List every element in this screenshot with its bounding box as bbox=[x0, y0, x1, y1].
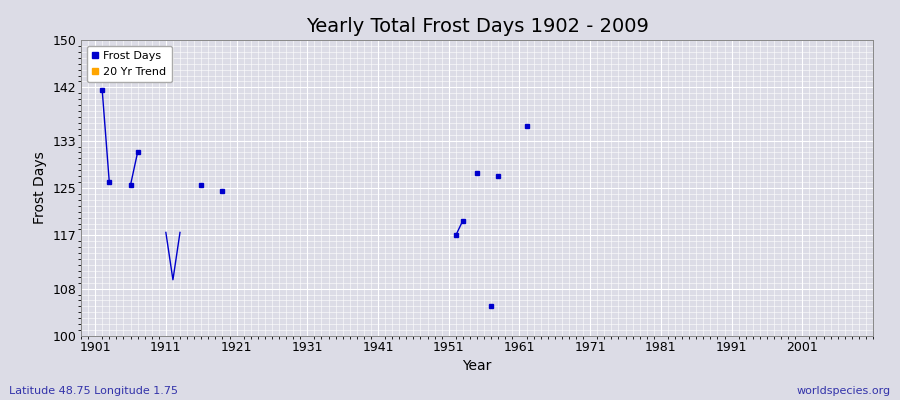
Y-axis label: Frost Days: Frost Days bbox=[32, 152, 47, 224]
Legend: Frost Days, 20 Yr Trend: Frost Days, 20 Yr Trend bbox=[86, 46, 172, 82]
Text: Latitude 48.75 Longitude 1.75: Latitude 48.75 Longitude 1.75 bbox=[9, 386, 178, 396]
X-axis label: Year: Year bbox=[463, 360, 491, 374]
Title: Yearly Total Frost Days 1902 - 2009: Yearly Total Frost Days 1902 - 2009 bbox=[306, 17, 648, 36]
Text: worldspecies.org: worldspecies.org bbox=[796, 386, 891, 396]
